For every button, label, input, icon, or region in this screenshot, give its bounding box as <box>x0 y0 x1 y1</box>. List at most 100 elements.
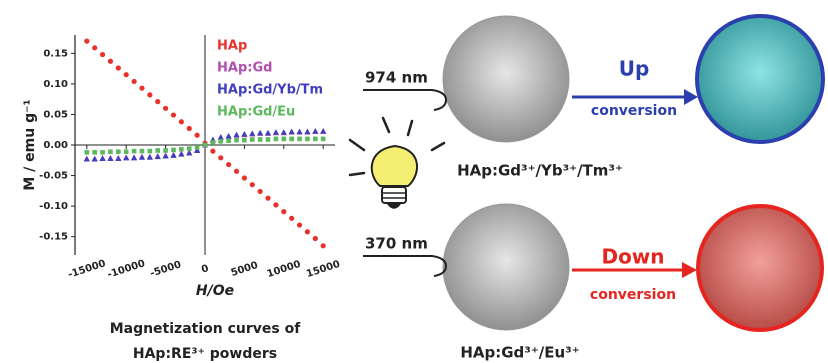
point <box>123 155 129 161</box>
point <box>321 243 326 248</box>
point <box>147 92 152 97</box>
point <box>266 137 271 142</box>
point <box>155 154 161 160</box>
point <box>265 130 271 136</box>
y-tick-label: -0.10 <box>39 201 68 212</box>
point <box>170 152 176 158</box>
point <box>100 52 105 57</box>
x-tick-label: 15000 <box>305 259 342 280</box>
legend-entry: HAp:Gd/Yb/Tm <box>217 83 323 98</box>
point <box>312 128 318 134</box>
legend-entry: HAp <box>217 39 247 54</box>
point <box>100 155 106 161</box>
point <box>92 45 97 50</box>
point <box>124 72 129 77</box>
sem-image <box>443 204 569 330</box>
point <box>148 149 153 154</box>
point <box>211 140 216 145</box>
point <box>258 189 263 194</box>
x-tick-label: 5000 <box>230 260 260 279</box>
point <box>226 138 231 143</box>
point <box>313 236 318 241</box>
point <box>195 133 200 138</box>
point <box>85 150 90 155</box>
point <box>131 155 137 161</box>
point <box>305 229 310 234</box>
point <box>249 130 255 136</box>
x-tick-label: 0 <box>200 263 210 276</box>
point <box>139 154 145 160</box>
y-tick-label: 0.05 <box>43 109 68 120</box>
sem-image <box>443 16 569 142</box>
point <box>171 112 176 117</box>
upconversion-image <box>697 16 823 142</box>
point <box>163 106 168 111</box>
x-tick-label: -15000 <box>67 258 107 281</box>
wavelength-label: 974 nm <box>365 69 428 87</box>
point <box>179 119 184 124</box>
y-tick-label: 0.15 <box>43 48 68 59</box>
point <box>281 137 286 142</box>
down-label: Down <box>601 245 664 269</box>
point <box>100 150 105 155</box>
point <box>155 148 160 153</box>
point <box>108 149 113 154</box>
light-bulb <box>350 118 444 208</box>
point <box>187 146 192 151</box>
sample-label: HAp:Gd³⁺/Yb³⁺/Tm³⁺ <box>457 162 623 180</box>
point <box>115 155 121 161</box>
point <box>297 129 303 135</box>
point <box>265 196 270 201</box>
point <box>234 138 239 143</box>
figure: -0.15-0.10-0.050.000.050.100.15-15000-10… <box>0 0 828 363</box>
x-axis-label: H/Oe <box>196 283 234 299</box>
point <box>250 137 255 142</box>
x-tick-label: 10000 <box>266 259 303 280</box>
point <box>116 149 121 154</box>
point <box>179 147 184 152</box>
point <box>289 137 294 142</box>
point <box>108 59 113 64</box>
point <box>273 202 278 207</box>
point <box>258 137 263 142</box>
point <box>273 129 279 135</box>
point <box>139 86 144 91</box>
point <box>297 222 302 227</box>
point <box>226 133 232 139</box>
point <box>163 153 169 159</box>
point <box>92 156 98 162</box>
y-tick-label: -0.15 <box>39 232 68 243</box>
point <box>297 137 302 142</box>
point <box>320 128 326 134</box>
downconversion-image <box>698 206 822 330</box>
y-tick-label: -0.05 <box>39 171 68 182</box>
point <box>234 169 239 174</box>
point <box>313 137 318 142</box>
point <box>218 134 224 140</box>
point <box>218 155 223 160</box>
point <box>147 154 153 160</box>
point <box>116 65 121 70</box>
conversion-label: conversion <box>590 287 676 303</box>
point <box>131 79 136 84</box>
point <box>178 151 184 157</box>
point <box>305 137 310 142</box>
point <box>250 182 255 187</box>
point <box>92 150 97 155</box>
legend-entry: HAp:Gd/Eu <box>217 105 295 120</box>
point <box>281 129 287 135</box>
point <box>242 175 247 180</box>
point <box>281 209 286 214</box>
point <box>274 137 279 142</box>
y-tick-label: 0.00 <box>43 140 68 151</box>
point <box>289 216 294 221</box>
point <box>171 148 176 153</box>
point <box>321 137 326 142</box>
caption: HAp:RE³⁺ powders <box>133 346 277 362</box>
legend-entry: HAp:Gd <box>217 61 272 76</box>
point <box>132 149 137 154</box>
y-tick-label: 0.10 <box>43 79 68 90</box>
point <box>210 149 215 154</box>
point <box>84 39 89 44</box>
conversion-label: conversion <box>591 103 677 119</box>
